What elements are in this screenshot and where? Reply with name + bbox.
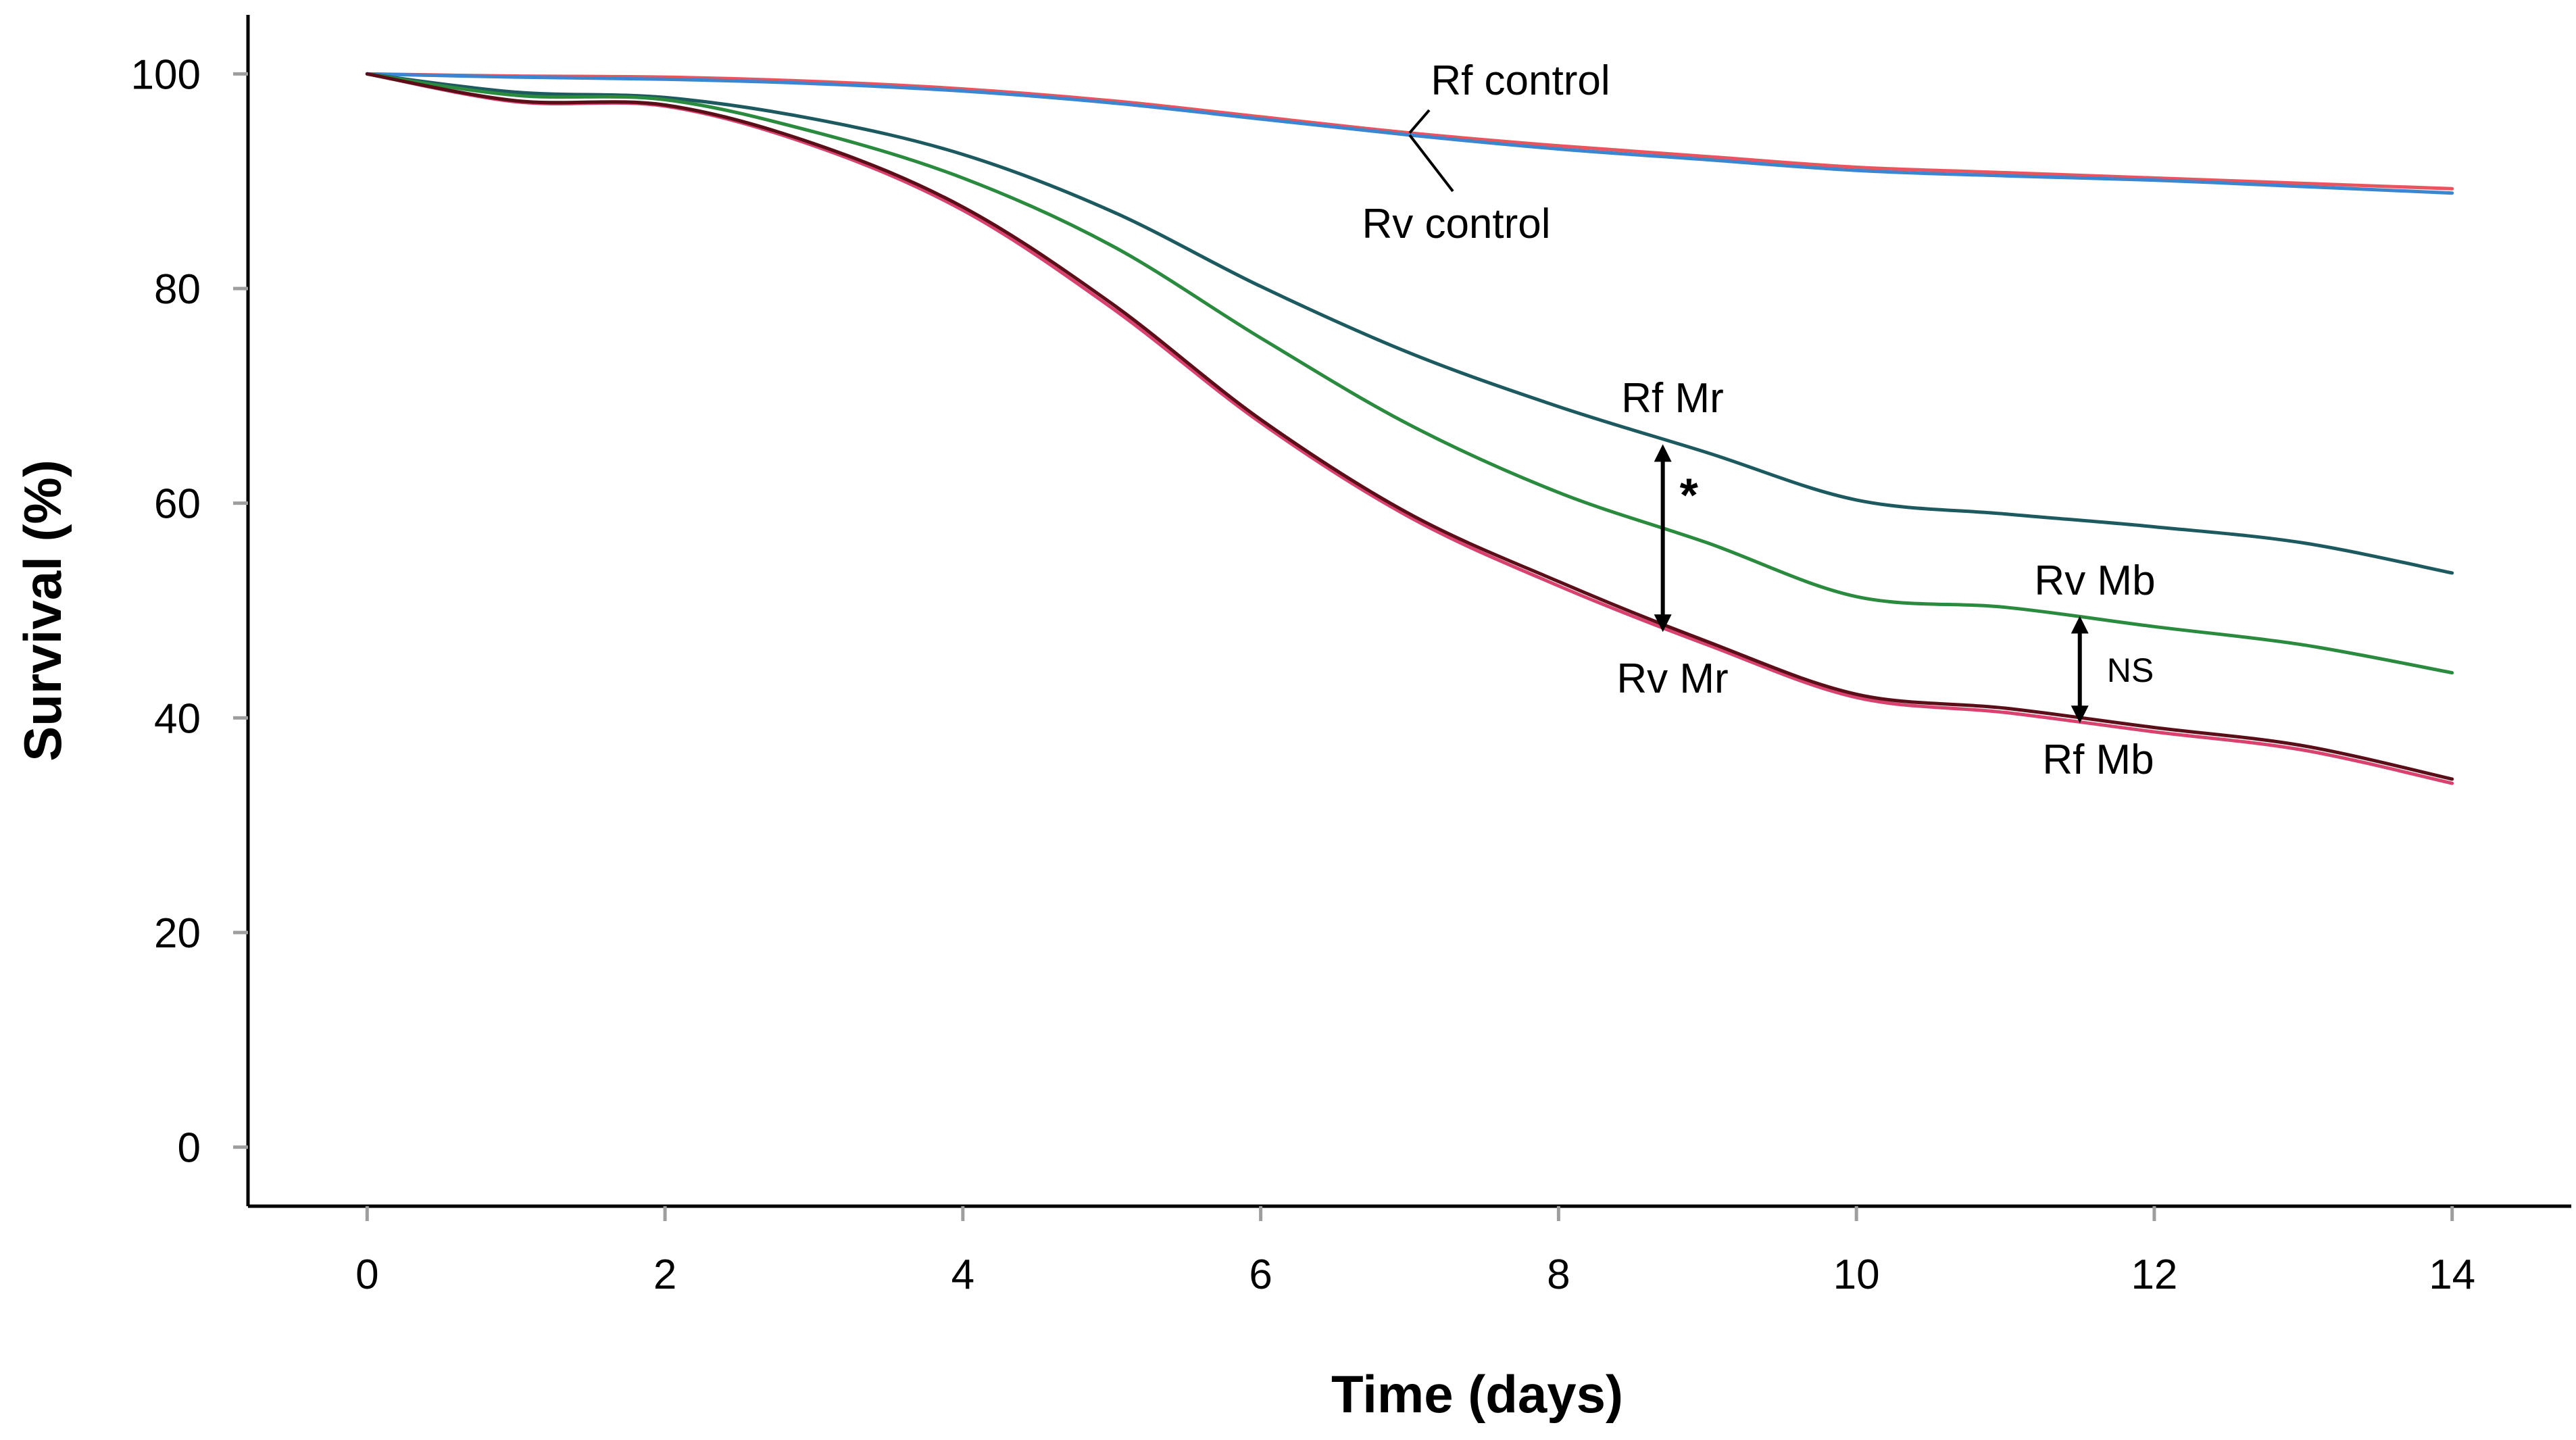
x-tick-label: 8 bbox=[1547, 1251, 1570, 1298]
plot-axes: 0 2 4 6 8 10 12 14 0 20 40 60 80 100 bbox=[131, 15, 2571, 1298]
x-tick-label: 6 bbox=[1249, 1251, 1272, 1298]
plot-lines bbox=[365, 72, 2454, 785]
y-tick-label: 60 bbox=[154, 481, 201, 528]
x-tick-label: 14 bbox=[2429, 1251, 2475, 1298]
series-line-rv-control bbox=[365, 72, 2454, 195]
curve-label-rf-mb: Rf Mb bbox=[2042, 737, 2154, 783]
leader-line-rv-control bbox=[1408, 134, 1454, 193]
series-line-rf-mb bbox=[365, 72, 2454, 781]
x-tick-label: 2 bbox=[653, 1251, 676, 1298]
comparison-label-ns: NS bbox=[2107, 651, 2154, 689]
leader-line-rf-control bbox=[1408, 109, 1431, 134]
comparison-ns: NS bbox=[2071, 616, 2154, 724]
y-tick-label: 40 bbox=[154, 695, 201, 742]
comparison-arrowhead-top bbox=[1654, 444, 1672, 462]
y-tick-label: 100 bbox=[131, 51, 201, 98]
curve-label-rv-control: Rv control bbox=[1362, 201, 1550, 247]
series-line-rf-mr bbox=[365, 72, 2454, 575]
x-tick-label: 12 bbox=[2131, 1251, 2177, 1298]
curve-label-rf-mr: Rf Mr bbox=[1621, 375, 1724, 422]
plot-annotations: Rf control Rv control Rf Mr Rv Mr Rv Mb Rf Mb… bbox=[1362, 57, 2155, 783]
x-tick-label: 0 bbox=[355, 1251, 378, 1298]
y-tick-label: 20 bbox=[154, 910, 201, 957]
x-tick-label: 10 bbox=[1833, 1251, 1880, 1298]
y-tick-label: 80 bbox=[154, 266, 201, 313]
comparison-arrowhead-top bbox=[2071, 616, 2089, 634]
comparison-star: * bbox=[1654, 444, 1699, 632]
y-tick-label: 0 bbox=[178, 1125, 201, 1172]
curve-label-rv-mb: Rv Mb bbox=[2034, 557, 2155, 604]
comparison-arrowhead-bottom bbox=[2071, 705, 2089, 724]
x-axis-title: Time (days) bbox=[1331, 1364, 1623, 1424]
curve-label-rf-control: Rf control bbox=[1431, 57, 1610, 104]
comparison-label-star: * bbox=[1680, 468, 1699, 521]
y-axis-title: Survival (%) bbox=[13, 460, 72, 761]
series-line-rv-mb bbox=[365, 72, 2454, 675]
x-tick-label: 4 bbox=[951, 1251, 974, 1298]
curve-label-rv-mr: Rv Mr bbox=[1616, 655, 1728, 702]
comparison-arrowhead-bottom bbox=[1654, 614, 1672, 632]
